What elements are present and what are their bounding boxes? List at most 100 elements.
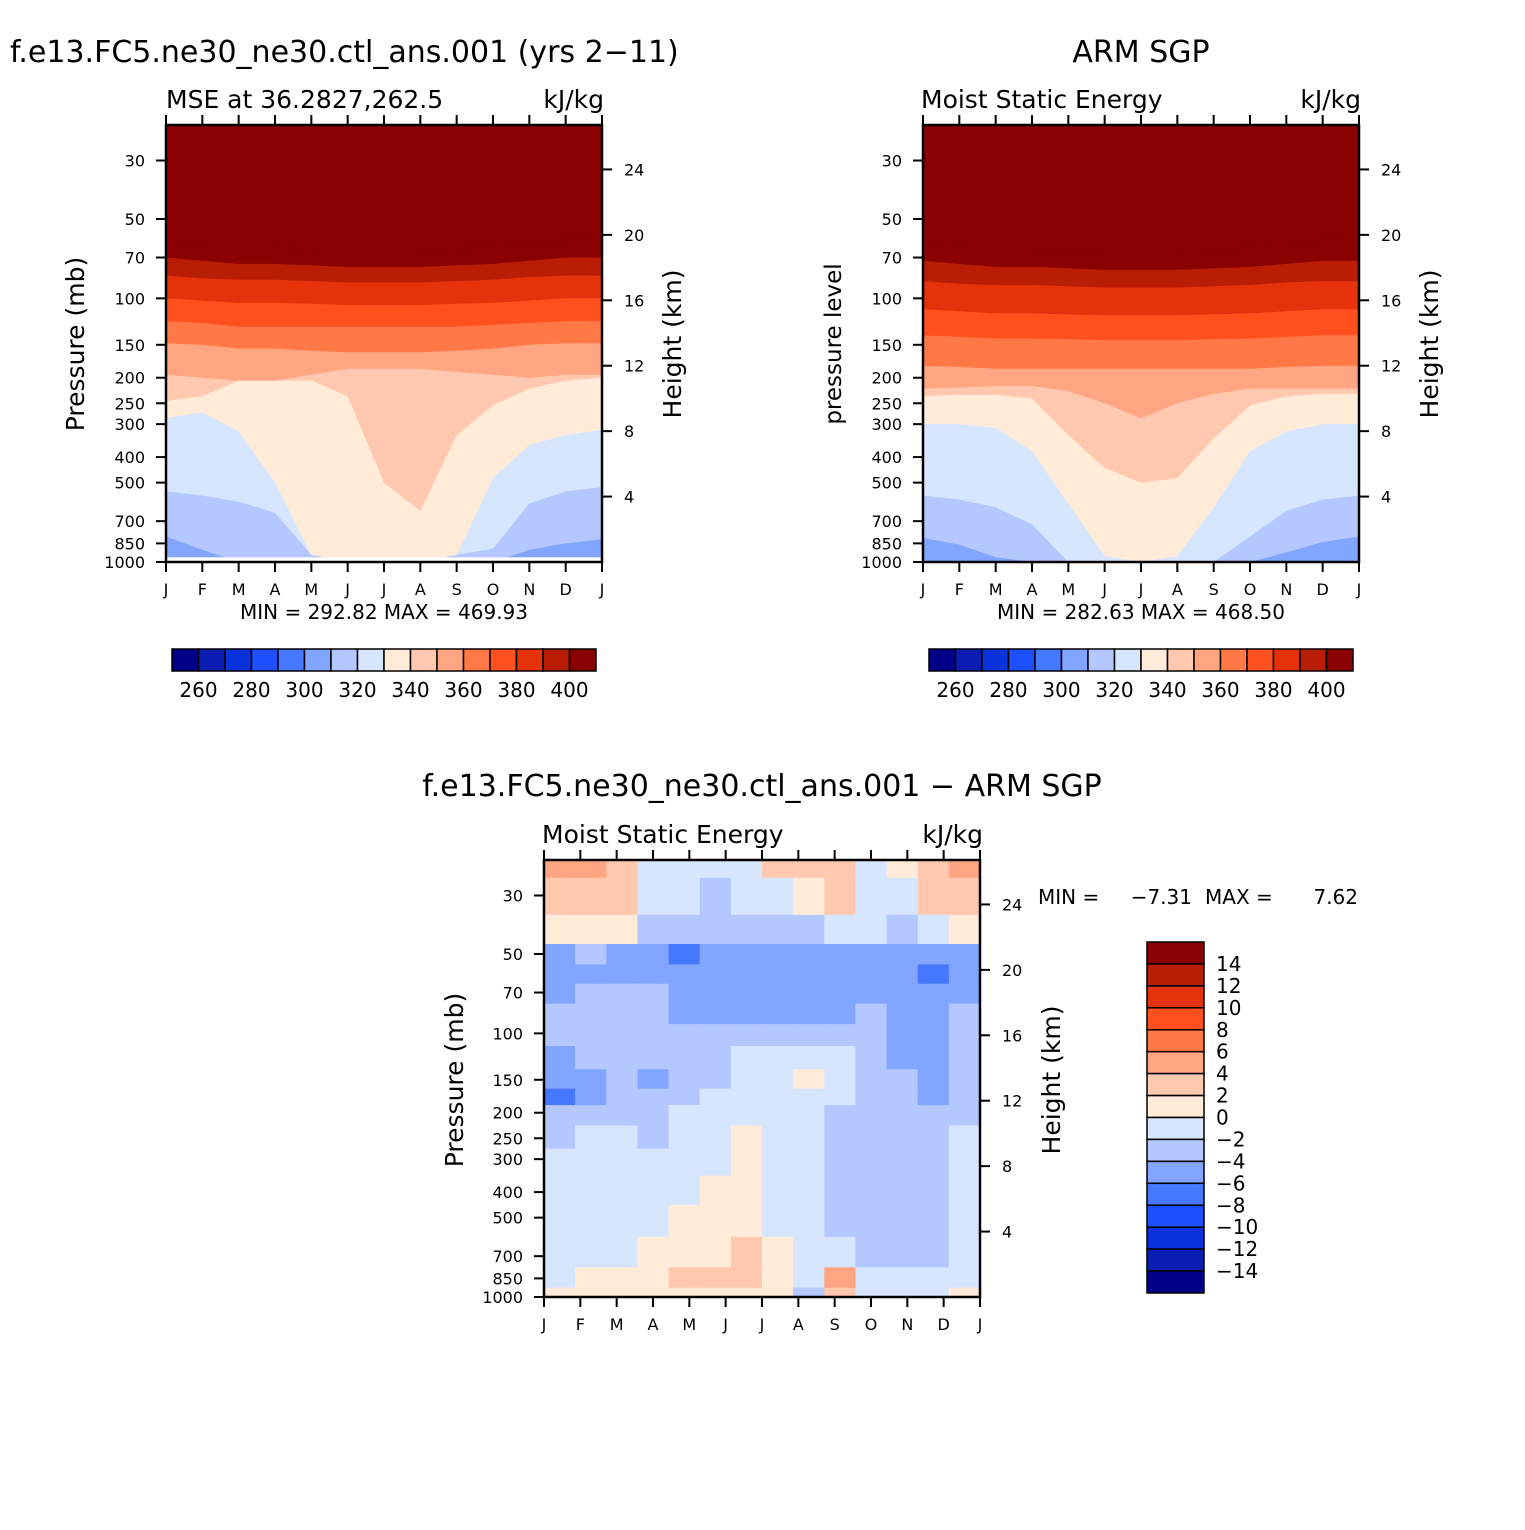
difference-cell xyxy=(668,1287,701,1297)
y-tick-label: 250 xyxy=(114,394,145,413)
difference-cell xyxy=(606,944,638,965)
difference-cell xyxy=(793,877,825,916)
y-tick-label: 1000 xyxy=(482,1288,523,1307)
colorbar-label: 280 xyxy=(989,678,1027,702)
difference-cell xyxy=(544,1236,576,1268)
difference-cell xyxy=(668,1046,701,1070)
x-tick-label: S xyxy=(1209,580,1219,599)
y-tick-label: 100 xyxy=(492,1024,523,1043)
difference-cell xyxy=(637,1088,670,1106)
y2-tick-label: 20 xyxy=(624,226,644,245)
difference-cell xyxy=(948,1003,980,1025)
colorbar-label: −12 xyxy=(1216,1237,1258,1261)
difference-cell xyxy=(855,1105,888,1127)
x-tick-label: M xyxy=(304,580,318,599)
y2-tick-label: 24 xyxy=(624,160,644,179)
difference-cell xyxy=(917,1175,950,1206)
y2-tick-label: 12 xyxy=(1002,1092,1022,1111)
difference-cell xyxy=(793,860,825,879)
difference-cell xyxy=(886,1046,919,1070)
difference-cell xyxy=(637,1046,670,1070)
difference-cell xyxy=(917,1125,950,1150)
difference-max-value: 7.62 xyxy=(1313,885,1358,909)
difference-cell xyxy=(886,1024,919,1047)
colorbar-swatch xyxy=(330,648,359,672)
difference-cell xyxy=(668,1088,701,1106)
difference-panel-title: f.e13.FC5.ne30_ne30.ctl_ans.001 − ARM SG… xyxy=(422,769,1102,804)
difference-cell xyxy=(855,1175,888,1206)
colorbar-label: 260 xyxy=(936,678,974,702)
y-tick-label: 850 xyxy=(114,534,145,553)
colorbar-label: 320 xyxy=(1095,678,1133,702)
difference-cell xyxy=(606,1088,638,1106)
y2-tick-label: 8 xyxy=(624,422,634,441)
difference-cell xyxy=(824,1069,856,1090)
difference-cell xyxy=(699,1003,732,1025)
difference-cell xyxy=(606,877,638,916)
difference-cell xyxy=(730,914,763,945)
x-tick-label: J xyxy=(722,1315,728,1334)
difference-cell xyxy=(575,983,607,1005)
difference-cell xyxy=(606,964,638,985)
difference-cell xyxy=(575,1003,607,1025)
difference-cell xyxy=(855,1069,888,1090)
colorbar-label: 320 xyxy=(338,678,376,702)
difference-cell xyxy=(730,1024,763,1047)
difference-cell xyxy=(793,1267,825,1289)
difference-cell xyxy=(637,877,670,916)
difference-cell xyxy=(886,1287,919,1297)
difference-cell xyxy=(855,944,888,965)
y-tick-label: 70 xyxy=(882,249,902,268)
difference-cell xyxy=(762,983,794,1005)
difference-cell xyxy=(917,1024,950,1047)
x-tick-label: J xyxy=(344,580,350,599)
difference-cell xyxy=(793,1148,825,1177)
difference-cell xyxy=(855,1204,888,1238)
difference-cell xyxy=(637,1148,670,1177)
difference-cell xyxy=(544,1267,576,1289)
contour-band-470 xyxy=(923,125,1359,253)
y-tick-label: 500 xyxy=(871,474,902,493)
colorbar-swatch xyxy=(489,648,518,672)
difference-cell xyxy=(637,964,670,985)
difference-cell xyxy=(917,1236,950,1268)
difference-cell xyxy=(917,1069,950,1090)
difference-cell xyxy=(886,1267,919,1289)
colorbar-swatch xyxy=(1140,648,1169,672)
colorbar-swatch xyxy=(1299,648,1328,672)
y-tick-label: 70 xyxy=(503,984,523,1003)
difference-cell xyxy=(575,1088,607,1106)
model-y2-axis-label: Height (km) xyxy=(658,270,687,419)
colorbar-swatch xyxy=(568,648,597,672)
y2-tick-label: 24 xyxy=(1381,160,1401,179)
difference-cell xyxy=(793,1175,825,1206)
colorbar-swatch xyxy=(1166,648,1195,672)
observation-colorbar: 260 280 300 320 340 360 380 400 xyxy=(928,648,1354,702)
difference-cell xyxy=(948,1105,980,1127)
difference-cell xyxy=(762,1046,794,1070)
y-tick-label: 700 xyxy=(492,1247,523,1266)
colorbar-label: −6 xyxy=(1216,1171,1245,1195)
y2-tick-label: 4 xyxy=(1002,1223,1012,1242)
difference-cell xyxy=(824,914,856,945)
difference-cell xyxy=(730,1046,763,1070)
difference-cell xyxy=(855,983,888,1005)
difference-cell xyxy=(668,914,701,945)
y-tick-label: 1000 xyxy=(861,553,902,572)
difference-cell xyxy=(730,1088,763,1106)
y-tick-label: 700 xyxy=(871,512,902,531)
difference-cell xyxy=(824,1175,856,1206)
x-tick-label: D xyxy=(560,580,572,599)
colorbar-swatch xyxy=(1146,941,1205,965)
difference-cell xyxy=(824,1125,856,1150)
difference-cell xyxy=(948,1267,980,1289)
x-tick-label: A xyxy=(793,1315,804,1334)
y-tick-label: 200 xyxy=(871,369,902,388)
y2-tick-label: 8 xyxy=(1002,1157,1012,1176)
colorbar-swatch xyxy=(542,648,571,672)
colorbar-label: 380 xyxy=(497,678,535,702)
difference-cell xyxy=(730,1003,763,1025)
difference-cell xyxy=(824,1105,856,1127)
difference-cell xyxy=(948,944,980,965)
difference-cell xyxy=(668,964,701,985)
